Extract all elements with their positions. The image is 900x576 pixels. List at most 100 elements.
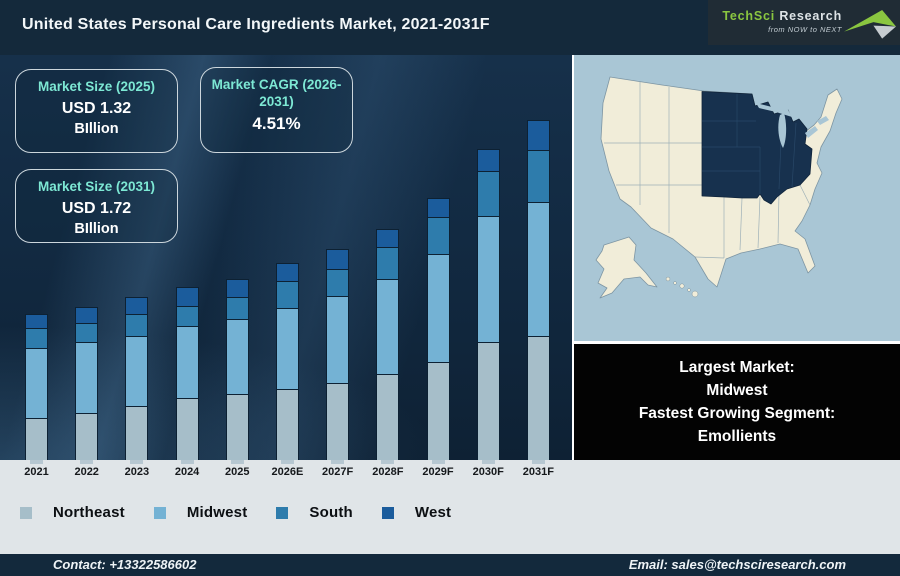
card-unit: BIllion [74, 221, 119, 237]
card-market-size-2025: Market Size (2025) USD 1.32 BIllion [15, 69, 178, 153]
largest-market-callout: Largest Market: Midwest Fastest Growing … [574, 344, 900, 460]
segment-west-2028F [376, 229, 400, 247]
segment-midwest-2027F [326, 296, 350, 383]
segment-northeast-2030F [476, 342, 500, 460]
segment-south-2026E [275, 281, 299, 308]
legend-swatch-midwest [153, 506, 166, 519]
x-label-2029F: 2029F [422, 460, 454, 478]
callout-line-4: Emollients [697, 428, 777, 445]
brand-techsci: TechSci [722, 8, 776, 23]
x-tick [230, 460, 244, 464]
segment-midwest-2028F [376, 279, 400, 374]
segment-midwest-2029F [426, 254, 450, 362]
segment-midwest-2030F [476, 216, 500, 342]
brand-research: Research [779, 8, 842, 23]
x-label-2030F: 2030F [473, 460, 504, 478]
x-label-2025: 2025 [225, 460, 250, 478]
us-map [574, 55, 900, 341]
footer-contact: Contact: +13322586602 [53, 557, 197, 572]
x-label-2022: 2022 [74, 460, 99, 478]
legend-item-west: West [381, 504, 451, 521]
segment-northeast-2029F [426, 362, 450, 460]
bar-2022 [75, 307, 99, 460]
segment-south-2030F [476, 171, 500, 216]
x-tick [80, 460, 94, 464]
legend-item-south: South [276, 504, 353, 521]
brand-name: TechSci Research [722, 8, 842, 23]
segment-northeast-2024 [175, 398, 199, 460]
arrow-logo-icon [844, 9, 896, 39]
map-state-borders [604, 82, 811, 259]
bar-2024 [175, 287, 199, 460]
brand-tagline: from NOW to NEXT [768, 24, 842, 34]
x-tick [130, 460, 144, 464]
bar-2029F [426, 198, 450, 460]
segment-west-2024 [175, 287, 199, 306]
segment-south-2024 [175, 306, 199, 326]
segment-midwest-2024 [175, 326, 199, 398]
legend-swatch-northeast [20, 506, 32, 519]
segment-northeast-2023 [125, 406, 149, 460]
lake-ontario [817, 116, 829, 125]
map-midwest-borders [702, 94, 797, 194]
card-title: Market Size (2031) [37, 179, 156, 194]
map-alaska [595, 236, 658, 299]
x-tick [180, 460, 194, 464]
x-tick [331, 460, 345, 464]
segment-south-2022 [75, 323, 99, 342]
lake-erie [805, 126, 818, 138]
segment-west-2030F [476, 149, 500, 171]
segment-northeast-2028F [376, 374, 400, 460]
lake-michigan [778, 113, 787, 148]
bar-2027F [326, 249, 350, 460]
x-tick [431, 460, 445, 464]
footer-bar: Contact: +13322586602 Email: sales@techs… [0, 554, 900, 576]
segment-south-2025 [225, 297, 249, 319]
segment-northeast-2025 [225, 394, 249, 460]
callout-line-3: Fastest Growing Segment: [638, 405, 836, 422]
segment-midwest-2031F [526, 202, 550, 336]
card-unit: BIllion [74, 121, 119, 137]
card-title: Market Size (2025) [37, 79, 156, 94]
card-value: 4.51% [252, 114, 301, 133]
x-label-2026E: 2026E [272, 460, 303, 478]
card-value: USD 1.32 [61, 100, 132, 117]
x-label-2024: 2024 [175, 460, 199, 478]
segment-south-2023 [125, 314, 149, 336]
legend: Northeast Midwest South West [20, 504, 900, 521]
x-labels: 2021 2022 2023 2024 2025 2026E 2027F 2028F 2029F… [0, 460, 572, 478]
segment-northeast-2026E [275, 389, 299, 460]
callout-line-2: Midwest [706, 382, 768, 399]
x-label-2028F: 2028F [372, 460, 403, 478]
map-hawaii [665, 276, 699, 298]
segment-south-2029F [426, 217, 450, 254]
segment-northeast-2031F [526, 336, 550, 460]
bar-2025 [225, 279, 249, 460]
page-title: United States Personal Care Ingredients … [22, 16, 490, 33]
bars [0, 55, 572, 460]
x-tick [481, 460, 495, 464]
legend-swatch-west [381, 506, 394, 519]
legend-label: South [309, 504, 353, 521]
x-label-2031F: 2031F [523, 460, 554, 478]
segment-northeast-2022 [75, 413, 99, 460]
x-label-2027F: 2027F [322, 460, 353, 478]
legend-swatch-south [276, 506, 289, 519]
segment-midwest-2026E [275, 308, 299, 389]
segment-northeast-2027F [326, 383, 350, 460]
techsci-logo: TechSci Research from NOW to NEXT [708, 0, 900, 45]
segment-midwest-2021 [25, 348, 48, 418]
segment-west-2023 [125, 297, 149, 314]
segment-south-2028F [376, 247, 400, 279]
segment-midwest-2022 [75, 342, 99, 413]
card-market-cagr: Market CAGR (2026-2031) 4.51% [200, 67, 353, 153]
bar-2028F [376, 229, 400, 460]
header-bar: United States Personal Care Ingredients … [0, 0, 900, 55]
segment-west-2029F [426, 198, 450, 217]
card-title: Market CAGR (2026-2031) [211, 77, 342, 109]
bottom-strip: 2021 2022 2023 2024 2025 2026E 2027F 2028F 2029F… [0, 460, 900, 554]
x-tick [280, 460, 294, 464]
segment-south-2021 [25, 328, 48, 348]
right-column: Largest Market: Midwest Fastest Growing … [572, 55, 900, 460]
